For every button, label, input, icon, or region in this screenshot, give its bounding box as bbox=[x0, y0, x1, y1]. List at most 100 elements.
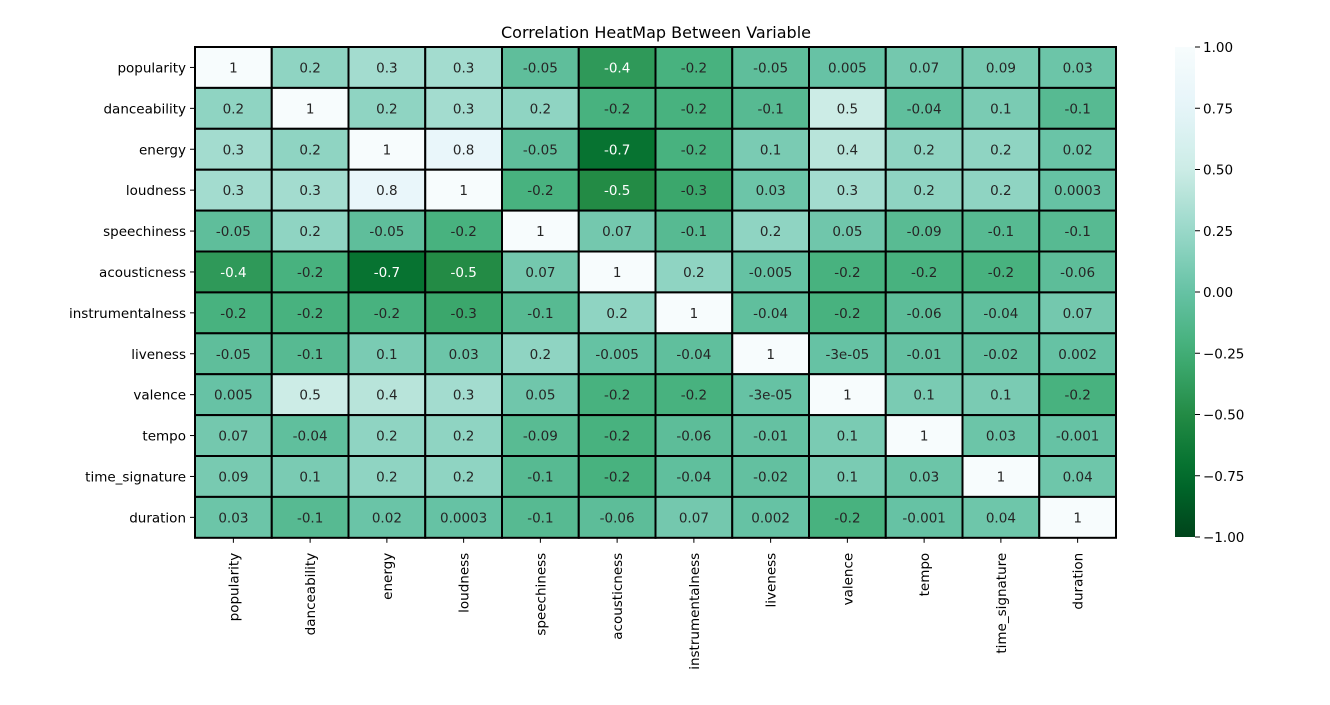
col-label-9: tempo bbox=[917, 553, 933, 597]
cell-annotation-r7-c5: -0.005 bbox=[595, 347, 639, 363]
heatmap-cell-r11-c6 bbox=[654, 495, 734, 539]
heatmap-cell-r0-c5 bbox=[577, 46, 657, 89]
cell-annotation-r9-c2: 0.2 bbox=[376, 429, 397, 445]
cell-annotation-r4-c10: -0.1 bbox=[988, 224, 1014, 240]
cell-annotation-r9-c10: 0.03 bbox=[986, 429, 1016, 445]
heatmap-cell-r4-c6 bbox=[654, 209, 734, 253]
heatmap-cell-r5-c6 bbox=[654, 250, 734, 294]
heatmap-cell-r7-c11 bbox=[1038, 332, 1117, 376]
cell-annotation-r8-c1: 0.5 bbox=[299, 388, 320, 404]
cell-annotations: 1 0.2 0.3 0.3 -0.05 -0.4 -0.2 -0.05 0.005 0.07 0.0… bbox=[214, 60, 1101, 526]
heatmap-cell-r6-c6 bbox=[654, 291, 734, 335]
heatmap-cell-r10-c11 bbox=[1038, 455, 1117, 498]
heatmap-cell-r3-c11 bbox=[1038, 168, 1117, 212]
cell-annotation-r1-c8: 0.5 bbox=[837, 101, 858, 117]
cell-annotation-r6-c7: -0.04 bbox=[753, 306, 788, 322]
cell-annotation-r0-c1: 0.2 bbox=[299, 60, 320, 76]
cell-annotation-r10-c11: 0.04 bbox=[1063, 469, 1093, 485]
cell-annotation-r11-c10: 0.04 bbox=[986, 510, 1016, 526]
cell-annotation-r10-c7: -0.02 bbox=[753, 469, 788, 485]
cell-annotation-r11-c7: 0.002 bbox=[751, 510, 790, 526]
cell-annotation-r9-c3: 0.2 bbox=[453, 429, 474, 445]
heatmap-cell-r7-c4 bbox=[501, 332, 580, 376]
cell-annotation-r1-c1: 1 bbox=[306, 101, 315, 117]
cell-annotation-r9-c9: 1 bbox=[920, 429, 929, 445]
row-label-3: loudness bbox=[126, 183, 186, 199]
heatmap-cell-r1-c8 bbox=[808, 86, 887, 130]
cell-annotation-r4-c4: 1 bbox=[536, 224, 545, 240]
heatmap-cell-r6-c1 bbox=[270, 291, 350, 335]
heatmap-cell-r1-c6 bbox=[654, 86, 734, 130]
heatmap-cell-r8-c5 bbox=[577, 373, 657, 417]
row-label-1: danceability bbox=[103, 101, 186, 117]
cell-annotation-r6-c9: -0.06 bbox=[907, 306, 942, 322]
heatmap-cell-r5-c11 bbox=[1038, 250, 1117, 294]
col-label-0: popularity bbox=[226, 553, 242, 622]
cell-annotation-r11-c0: 0.03 bbox=[218, 510, 248, 526]
col-label-4: speechiness bbox=[533, 553, 549, 636]
column-tick-labels: popularity danceability energy loudness spee… bbox=[226, 537, 1087, 670]
colorbar-gradient bbox=[1175, 47, 1195, 537]
cell-annotation-r6-c3: -0.3 bbox=[450, 306, 476, 322]
heatmap-cell-r6-c4 bbox=[501, 291, 580, 335]
heatmap-cell-r10-c1 bbox=[270, 455, 350, 498]
cell-annotation-r2-c4: -0.05 bbox=[523, 142, 558, 158]
heatmap-cell-r7-c6 bbox=[654, 332, 734, 376]
heatmap-cell-r3-c9 bbox=[884, 168, 964, 212]
cell-annotation-r2-c5: -0.7 bbox=[604, 142, 630, 158]
cell-annotation-r0-c9: 0.07 bbox=[909, 60, 939, 76]
heatmap-cell-r5-c5 bbox=[577, 250, 657, 294]
heatmap-cell-r2-c11 bbox=[1038, 127, 1117, 171]
row-label-7: liveness bbox=[131, 347, 186, 363]
col-label-2: energy bbox=[380, 553, 396, 600]
heatmap-cell-r6-c8 bbox=[808, 291, 887, 335]
col-label-3: loudness bbox=[457, 553, 473, 613]
heatmap-cell-r1-c10 bbox=[961, 86, 1041, 130]
col-label-11: duration bbox=[1071, 553, 1087, 610]
heatmap-cell-r10-c6 bbox=[654, 455, 734, 498]
cell-annotation-r7-c4: 0.2 bbox=[530, 347, 551, 363]
cell-annotation-r4-c0: -0.05 bbox=[216, 224, 251, 240]
cell-annotation-r10-c8: 0.1 bbox=[837, 469, 858, 485]
cell-annotation-r6-c11: 0.07 bbox=[1063, 306, 1093, 322]
cell-annotation-r8-c8: 1 bbox=[843, 388, 852, 404]
heatmap-cell-r2-c6 bbox=[654, 127, 734, 171]
cell-annotation-r8-c7: -3e-05 bbox=[749, 388, 793, 404]
cell-annotation-r9-c6: -0.06 bbox=[676, 429, 711, 445]
col-label-8: valence bbox=[840, 553, 856, 606]
cell-annotation-r8-c11: -0.2 bbox=[1064, 388, 1090, 404]
heatmap-cell-r11-c1 bbox=[270, 495, 350, 539]
heatmap-cell-r10-c0 bbox=[194, 455, 273, 498]
cell-annotation-r7-c0: -0.05 bbox=[216, 347, 251, 363]
row-tick-labels: popularity danceability energy loudness spee… bbox=[69, 60, 195, 526]
heatmap-cell-r5-c3 bbox=[424, 250, 503, 294]
cell-annotation-r1-c0: 0.2 bbox=[223, 101, 244, 117]
cell-annotation-r2-c6: -0.2 bbox=[681, 142, 707, 158]
heatmap-cell-r7-c2 bbox=[347, 332, 427, 376]
row-label-0: popularity bbox=[117, 60, 186, 76]
heatmap-cell-r1-c1 bbox=[270, 86, 350, 130]
heatmap-cell-r1-c4 bbox=[501, 86, 580, 130]
cell-annotation-r9-c4: -0.09 bbox=[523, 429, 558, 445]
row-label-9: tempo bbox=[142, 429, 186, 445]
cell-annotation-r4-c8: 0.05 bbox=[832, 224, 862, 240]
cell-annotation-r10-c2: 0.2 bbox=[376, 469, 397, 485]
cell-annotation-r10-c0: 0.09 bbox=[218, 469, 248, 485]
row-label-4: speechiness bbox=[103, 224, 186, 240]
colorbar: 1.00 0.75 0.50 0.25 0.00 −0.25 −0.50 −0.75 −1.00 bbox=[1175, 40, 1244, 546]
cell-annotation-r11-c1: -0.1 bbox=[297, 510, 323, 526]
cell-annotation-r0-c8: 0.005 bbox=[828, 60, 867, 76]
cell-annotation-r2-c1: 0.2 bbox=[299, 142, 320, 158]
cell-annotation-r0-c4: -0.05 bbox=[523, 60, 558, 76]
cell-annotation-r7-c11: 0.002 bbox=[1058, 347, 1097, 363]
cell-annotation-r6-c2: -0.2 bbox=[374, 306, 400, 322]
row-label-6: instrumentalness bbox=[69, 306, 186, 322]
heatmap-cell-r4-c2 bbox=[347, 209, 427, 253]
cell-annotation-r10-c10: 1 bbox=[997, 469, 1006, 485]
heatmap-cell-r6-c2 bbox=[347, 291, 427, 335]
cell-annotation-r9-c11: -0.001 bbox=[1056, 429, 1100, 445]
heatmap-cell-r4-c1 bbox=[270, 209, 350, 253]
cell-annotation-r3-c1: 0.3 bbox=[299, 183, 320, 199]
cell-annotation-r7-c9: -0.01 bbox=[907, 347, 942, 363]
cell-annotation-r2-c8: 0.4 bbox=[837, 142, 858, 158]
